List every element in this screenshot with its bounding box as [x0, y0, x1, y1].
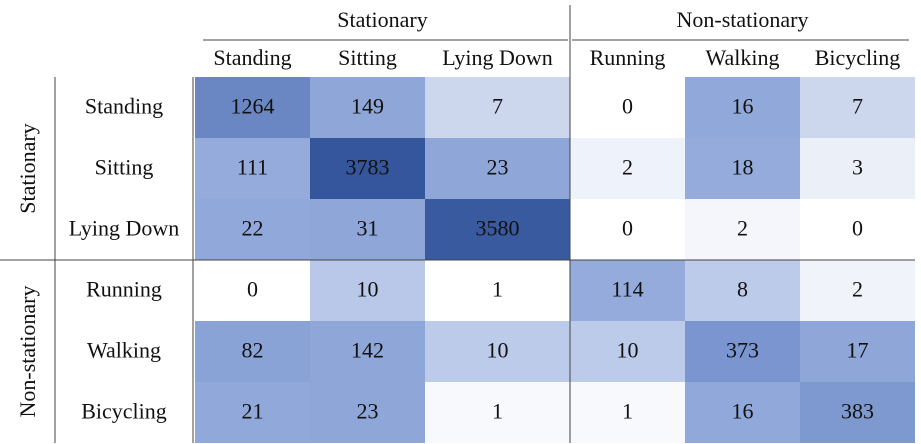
cell-value: 18	[732, 155, 754, 180]
cell-background	[570, 199, 685, 260]
cell-value: 16	[732, 399, 754, 424]
cell-value: 1264	[231, 94, 275, 119]
row-label: Standing	[85, 94, 163, 119]
cell-value: 0	[247, 277, 258, 302]
cell-background	[425, 138, 570, 199]
cell-value: 142	[351, 338, 384, 363]
cell-background	[800, 199, 915, 260]
cell-value: 149	[351, 94, 384, 119]
cell-value: 2	[852, 277, 863, 302]
cell-value: 10	[617, 338, 639, 363]
cell-background	[425, 77, 570, 138]
cell-background	[570, 321, 685, 382]
cell-background	[685, 321, 800, 382]
row-group-header: Non-stationary	[15, 286, 40, 418]
cell-value: 10	[487, 338, 509, 363]
column-header: Standing	[213, 45, 291, 70]
row-label: Walking	[87, 338, 161, 363]
column-group-header: Non-stationary	[677, 7, 809, 32]
cell-value: 114	[611, 277, 643, 302]
cell-background	[310, 321, 425, 382]
cell-background	[195, 138, 310, 199]
cell-background	[310, 138, 425, 199]
row-group-header: Stationary	[15, 123, 40, 213]
cell-value: 23	[357, 399, 379, 424]
cell-value: 1	[492, 277, 503, 302]
row-label: Lying Down	[69, 216, 180, 241]
cell-value: 3	[852, 155, 863, 180]
cell-background	[685, 382, 800, 443]
cell-background	[425, 260, 570, 321]
cell-value: 7	[492, 94, 503, 119]
column-header: Walking	[706, 45, 780, 70]
cell-background	[685, 260, 800, 321]
cell-value: 0	[622, 216, 633, 241]
row-label: Running	[86, 277, 162, 302]
cell-background	[800, 77, 915, 138]
cell-value: 1	[492, 399, 503, 424]
column-group-header: Stationary	[337, 7, 427, 32]
column-header: Running	[590, 45, 666, 70]
cell-background	[195, 77, 310, 138]
cell-value: 16	[732, 94, 754, 119]
cell-value: 111	[237, 155, 268, 180]
cell-background	[195, 382, 310, 443]
cell-value: 3580	[476, 216, 520, 241]
cell-background	[570, 77, 685, 138]
cell-value: 383	[841, 399, 874, 424]
cell-background	[570, 138, 685, 199]
column-header: Bicycling	[815, 45, 901, 70]
cell-background	[425, 199, 570, 260]
cell-value: 82	[242, 338, 264, 363]
cell-value: 8	[737, 277, 748, 302]
row-label: Bicycling	[81, 399, 167, 424]
cell-background	[310, 77, 425, 138]
cell-background	[310, 199, 425, 260]
column-header: Sitting	[338, 45, 397, 70]
cell-value: 7	[852, 94, 863, 119]
cell-value: 1	[622, 399, 633, 424]
cell-value: 3783	[346, 155, 390, 180]
cell-background	[685, 77, 800, 138]
cell-value: 0	[622, 94, 633, 119]
cell-background	[195, 321, 310, 382]
cell-background	[570, 382, 685, 443]
cell-background	[195, 199, 310, 260]
cell-background	[800, 260, 915, 321]
cell-background	[570, 260, 685, 321]
cell-background	[310, 382, 425, 443]
cell-background	[685, 199, 800, 260]
cell-background	[310, 260, 425, 321]
cell-value: 2	[737, 216, 748, 241]
cell-background	[195, 260, 310, 321]
cell-value: 17	[847, 338, 869, 363]
cell-background	[425, 382, 570, 443]
cell-value: 373	[726, 338, 759, 363]
cell-value: 2	[622, 155, 633, 180]
cell-background	[800, 138, 915, 199]
cell-value: 22	[242, 216, 264, 241]
row-label: Sitting	[95, 155, 154, 180]
cell-background	[685, 138, 800, 199]
cell-value: 31	[357, 216, 379, 241]
cell-value: 0	[852, 216, 863, 241]
cell-value: 10	[357, 277, 379, 302]
cell-value: 23	[487, 155, 509, 180]
cell-value: 21	[242, 399, 264, 424]
cell-background	[425, 321, 570, 382]
cell-background	[800, 321, 915, 382]
cell-background	[800, 382, 915, 443]
column-header: Lying Down	[442, 45, 553, 70]
